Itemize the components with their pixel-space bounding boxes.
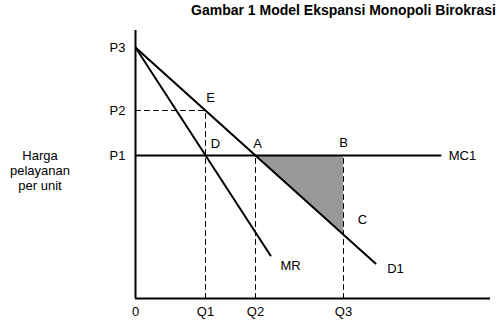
svg-text:MR: MR	[280, 258, 300, 273]
svg-text:Q1: Q1	[197, 304, 214, 319]
html-text:Harga pelayanan per unit: Harga pelayanan per unit	[10, 148, 70, 193]
svg-text:MC1: MC1	[449, 148, 476, 163]
svg-text:0: 0	[132, 304, 139, 319]
svg-text:D: D	[211, 136, 220, 151]
svg-text:P2: P2	[110, 103, 126, 118]
svg-text:E: E	[206, 90, 215, 105]
svg-text:Q3: Q3	[335, 304, 352, 319]
svg-text:P3: P3	[110, 40, 126, 55]
svg-text:P1: P1	[110, 148, 126, 163]
svg-text:B: B	[339, 135, 348, 150]
svg-text:A: A	[253, 136, 262, 151]
svg-text:D1: D1	[387, 261, 404, 276]
svg-text:C: C	[358, 212, 367, 227]
svg-text:Q2: Q2	[247, 304, 264, 319]
html-text:Gambar 1 Model Ekspansi Monopo: Gambar 1 Model Ekspansi Monopoli Birokra…	[191, 2, 496, 18]
